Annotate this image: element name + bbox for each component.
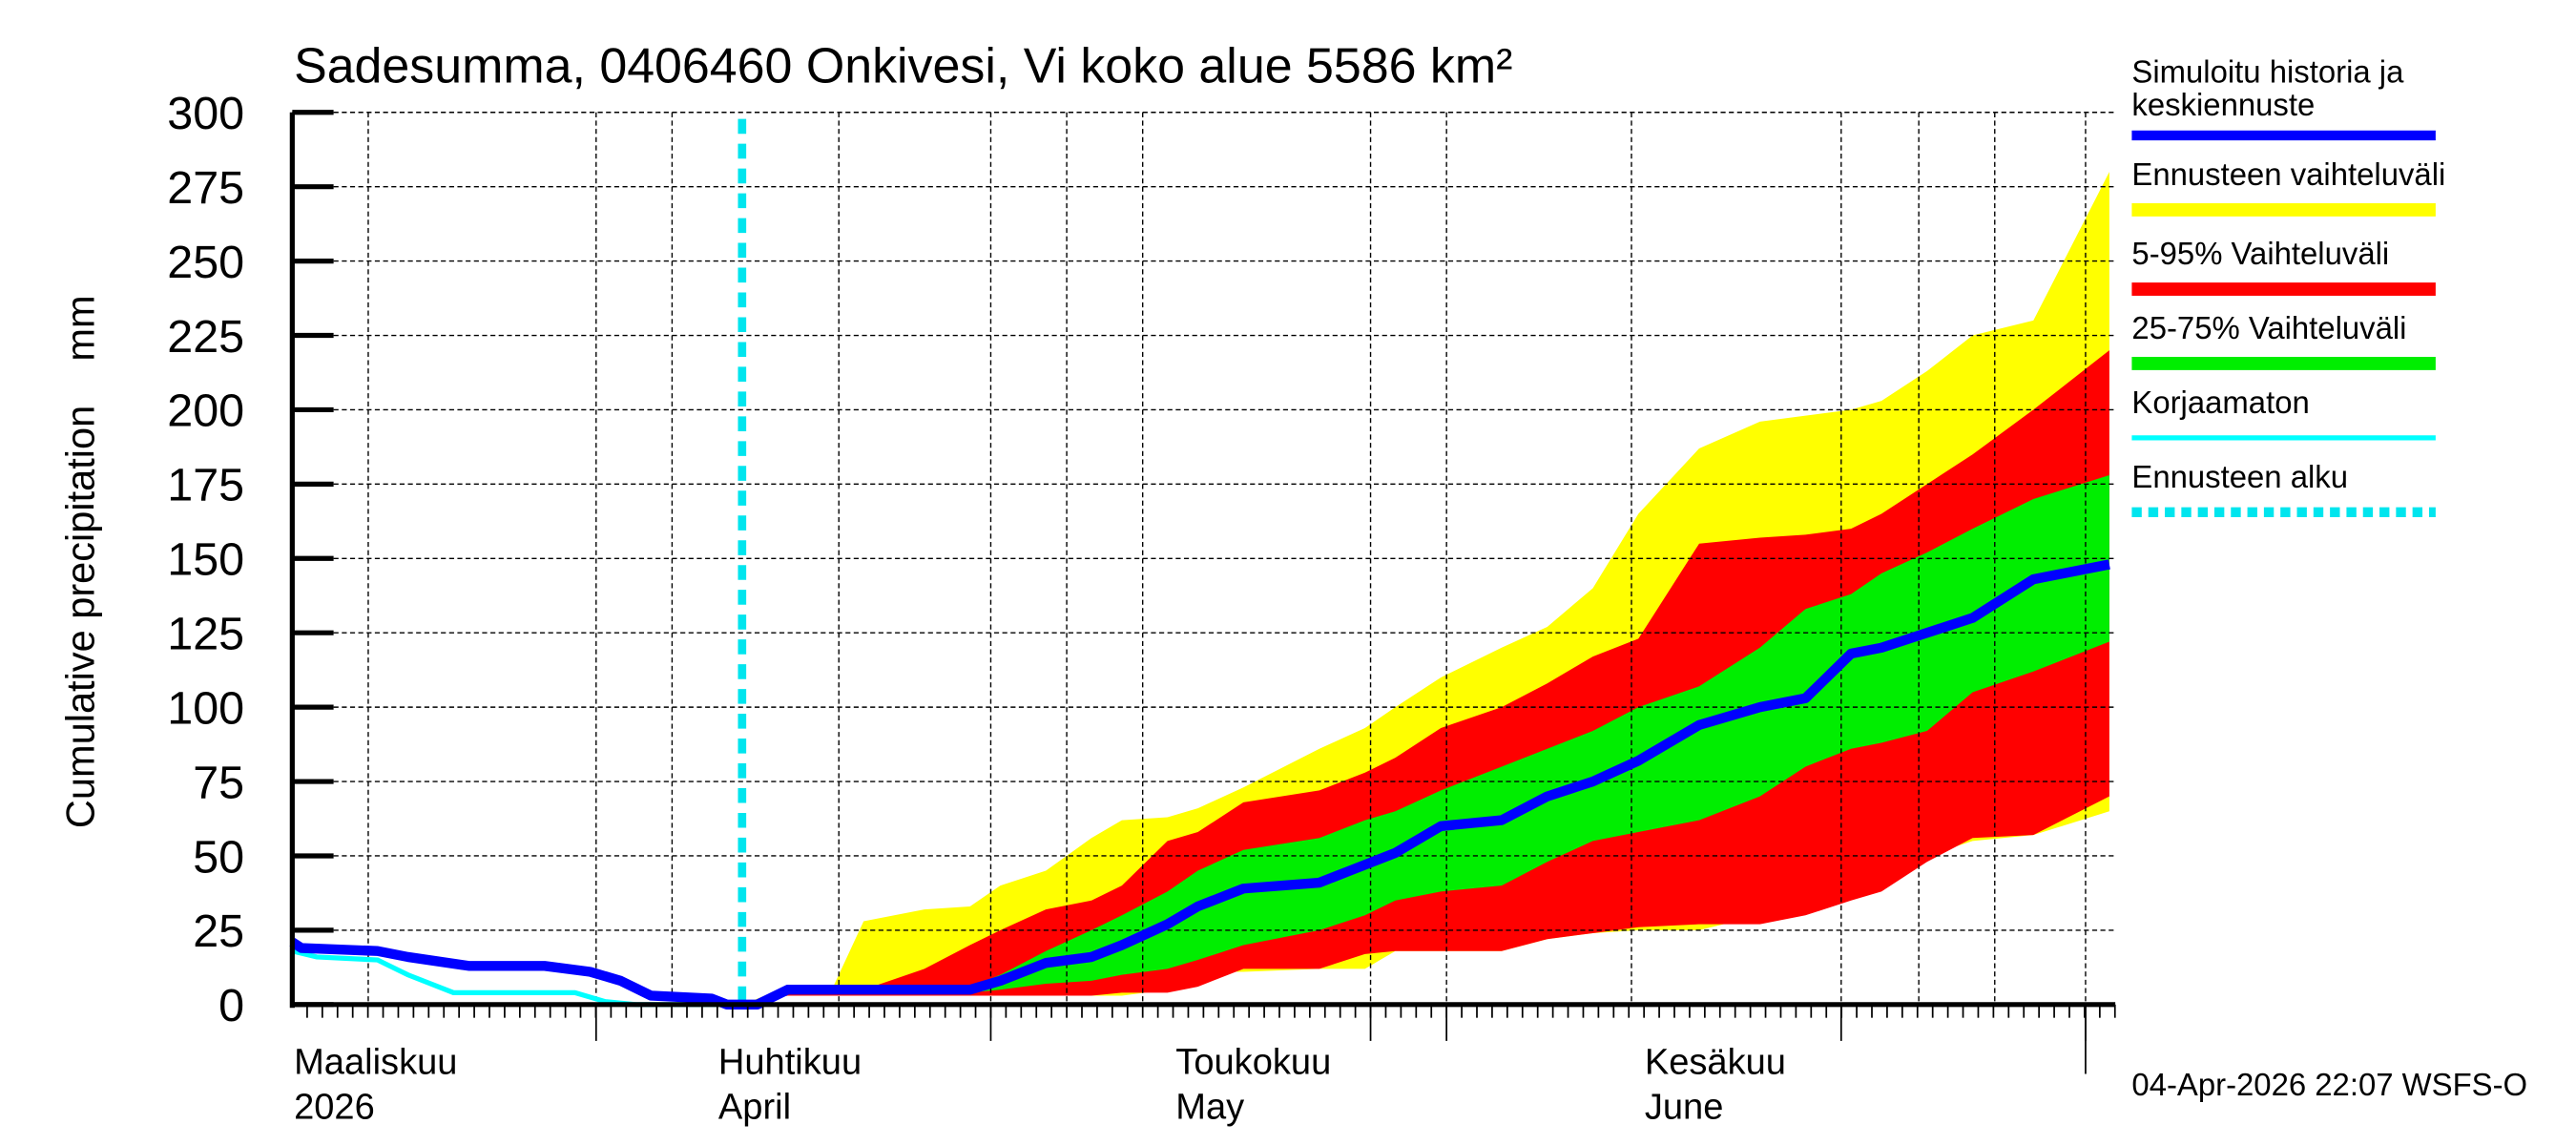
legend-label: keskiennuste bbox=[2131, 87, 2315, 122]
p25-75-band bbox=[741, 475, 2109, 1005]
timestamp: 04-Apr-2026 22:07 WSFS-O bbox=[2131, 1067, 2527, 1102]
y-tick-label: 250 bbox=[167, 237, 244, 288]
legend-swatch-p5-95 bbox=[2131, 282, 2436, 296]
mean-forecast-line bbox=[289, 559, 2110, 1010]
legend-swatch-range bbox=[2131, 202, 2436, 217]
y-axis-label: Cumulative precipitation mm bbox=[58, 295, 103, 828]
month-label-en: June bbox=[1645, 1087, 1724, 1127]
legend-label: 25-75% Vaihteluväli bbox=[2131, 310, 2406, 345]
y-tick-label: 25 bbox=[193, 906, 244, 957]
month-label-fi: Kesäkuu bbox=[1645, 1043, 1786, 1083]
y-tick-label: 125 bbox=[167, 609, 244, 660]
month-label-en: May bbox=[1175, 1087, 1244, 1127]
legend-label: Korjaamaton bbox=[2131, 385, 2309, 420]
grid-layer bbox=[292, 112, 2116, 1005]
y-tick-label: 175 bbox=[167, 460, 244, 511]
month-label-fi: Toukokuu bbox=[1175, 1043, 1331, 1083]
legend-label: Ennusteen alku bbox=[2131, 459, 2348, 494]
axes-layer bbox=[289, 110, 2116, 1074]
y-tick-label: 75 bbox=[193, 757, 244, 808]
legend-swatch-p25-75 bbox=[2131, 357, 2436, 370]
chart-title: Sadesumma, 0406460 Onkivesi, Vi koko alu… bbox=[294, 39, 1512, 94]
y-tick-label: 100 bbox=[167, 682, 244, 734]
month-label-en: April bbox=[718, 1087, 791, 1127]
month-label-fi: Maaliskuu bbox=[294, 1043, 457, 1083]
y-tick-label: 275 bbox=[167, 162, 244, 214]
y-tick-label: 150 bbox=[167, 534, 244, 586]
legend-label: Simuloitu historia ja bbox=[2131, 54, 2404, 90]
y-tick-label: 200 bbox=[167, 385, 244, 437]
bands-layer bbox=[741, 172, 2109, 1005]
y-tick-label: 50 bbox=[193, 831, 244, 883]
p5-95-band bbox=[741, 350, 2109, 1005]
month-label-fi: Huhtikuu bbox=[718, 1043, 862, 1083]
legend-label: 5-95% Vaihteluväli bbox=[2131, 236, 2389, 271]
y-tick-labels: 0 25 50 75 100 125 150 175 200 225 250 275 300 bbox=[167, 88, 244, 1031]
y-tick-label: 300 bbox=[167, 88, 244, 139]
month-label-en: 2026 bbox=[294, 1087, 375, 1127]
y-tick-label: 0 bbox=[218, 980, 244, 1031]
y-tick-label: 225 bbox=[167, 311, 244, 363]
legend-label: Ennusteen vaihteluväli bbox=[2131, 156, 2445, 192]
